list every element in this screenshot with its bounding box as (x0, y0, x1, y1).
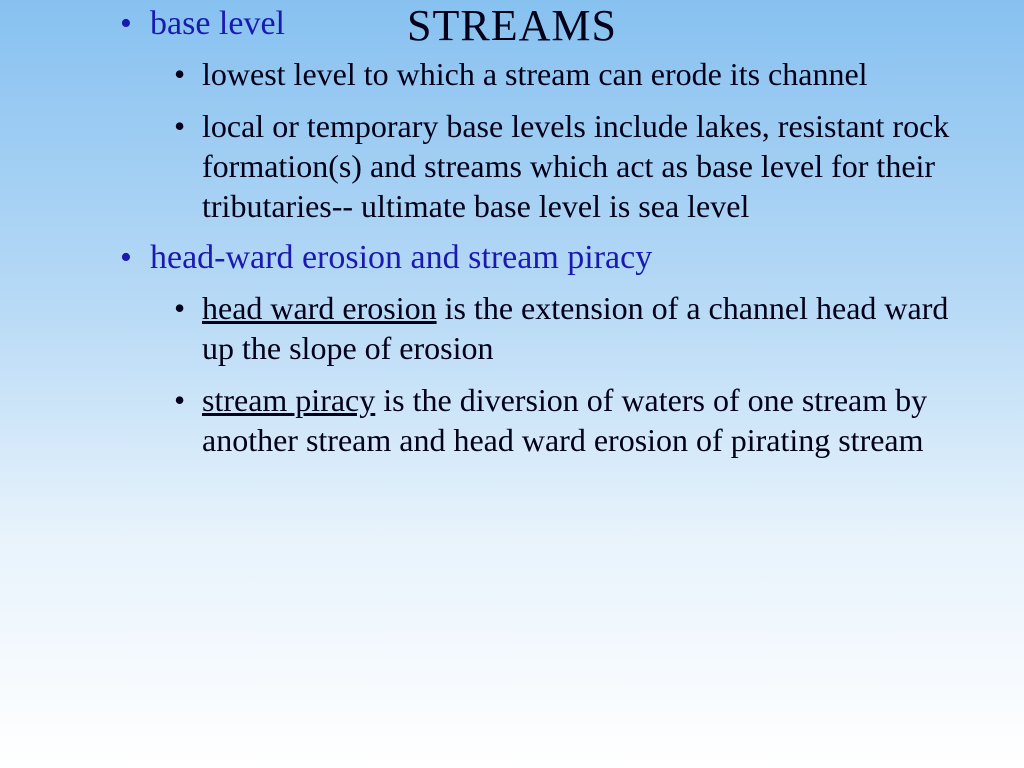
list-item: base level lowest level to which a strea… (120, 4, 964, 226)
bullet-text: local or temporary base levels include l… (202, 108, 949, 224)
list-item: head ward erosion is the extension of a … (174, 288, 964, 368)
list-item: local or temporary base levels include l… (174, 106, 964, 226)
bullet-text: stream piracy is the diversion of waters… (202, 382, 927, 458)
bullet-text: head-ward erosion and stream piracy (150, 239, 652, 276)
bullet-list-level2: head ward erosion is the extension of a … (174, 288, 964, 460)
bullet-text: base level (150, 5, 285, 42)
underlined-term: head ward erosion (202, 290, 437, 326)
slide-content: base level lowest level to which a strea… (120, 4, 964, 472)
list-item: head-ward erosion and stream piracy head… (120, 238, 964, 460)
bullet-list-level2: lowest level to which a stream can erode… (174, 54, 964, 226)
list-item: stream piracy is the diversion of waters… (174, 380, 964, 460)
bullet-text: lowest level to which a stream can erode… (202, 56, 868, 92)
bullet-list-level1: base level lowest level to which a strea… (120, 4, 964, 460)
bullet-text: head ward erosion is the extension of a … (202, 290, 948, 366)
list-item: lowest level to which a stream can erode… (174, 54, 964, 94)
underlined-term: stream piracy (202, 382, 375, 418)
